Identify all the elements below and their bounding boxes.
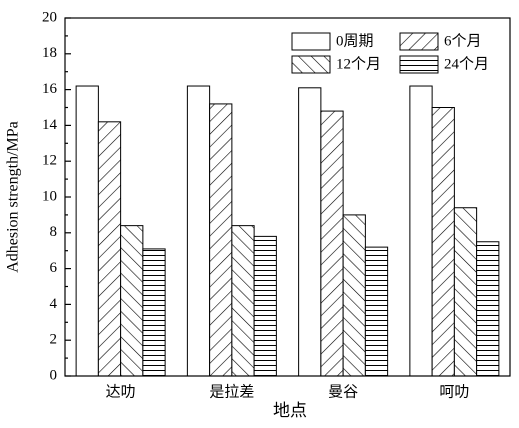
y-tick-label: 14	[42, 117, 58, 133]
y-tick-label: 4	[50, 296, 58, 312]
y-axis-label: Adhesion strength/MPa	[5, 121, 22, 273]
bar	[320, 110, 344, 377]
bar	[120, 225, 144, 377]
bar	[231, 225, 255, 377]
x-tick-label: 达叻	[106, 383, 136, 400]
legend-swatch	[399, 32, 439, 51]
y-tick-label: 16	[42, 81, 58, 97]
y-tick-label: 10	[42, 188, 57, 204]
x-tick-label: 呵叻	[439, 383, 469, 400]
y-tick-label: 12	[42, 153, 57, 169]
legend-label: 6个月	[444, 32, 482, 49]
x-tick-label: 曼谷	[328, 383, 358, 400]
bar	[97, 121, 122, 377]
legend-label: 0周期	[336, 32, 374, 49]
bar	[342, 214, 366, 377]
bar	[476, 241, 500, 377]
bar	[209, 103, 233, 377]
x-axis-label: 地点	[273, 401, 307, 420]
y-tick-label: 20	[42, 9, 57, 25]
y-tick-label: 6	[50, 260, 58, 276]
y-tick-label: 0	[50, 367, 58, 383]
y-tick-label: 18	[42, 45, 57, 61]
bar	[298, 87, 322, 377]
y-tick-label: 8	[50, 224, 58, 240]
bar	[453, 207, 478, 377]
bar	[431, 107, 455, 377]
legend-swatch	[291, 55, 331, 74]
bar	[409, 85, 433, 377]
y-tick-label: 2	[50, 332, 58, 348]
legend-swatch	[291, 32, 331, 51]
legend-label: 24个月	[444, 55, 489, 72]
legend-swatch	[399, 55, 439, 74]
x-tick-label: 是拉差	[209, 383, 254, 400]
bar	[364, 246, 389, 377]
legend-label: 12个月	[336, 55, 381, 72]
bar	[253, 235, 277, 377]
bar	[142, 248, 166, 377]
bar	[186, 85, 211, 377]
bar	[75, 85, 99, 377]
